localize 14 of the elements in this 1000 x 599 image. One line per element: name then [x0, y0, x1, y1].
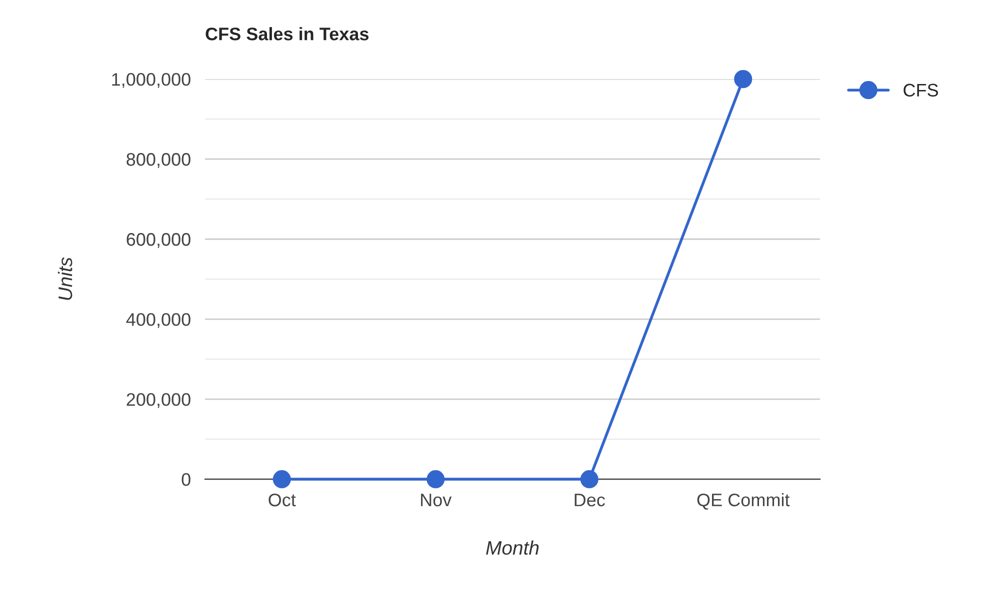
chart-title: CFS Sales in Texas — [206, 27, 369, 40]
x-tick-label: Dec — [574, 494, 605, 506]
y-tick-label: 400,000 — [126, 313, 190, 328]
y-tick-label: 800,000 — [126, 153, 190, 168]
y-tick-label: 200,000 — [126, 393, 190, 408]
x-tick-label: Oct — [268, 494, 296, 506]
x-tick-label: Nov — [421, 494, 452, 506]
y-tick-label: 0 — [182, 473, 190, 486]
y-tick-label: 600,000 — [126, 233, 190, 248]
x-axis-title: Month — [486, 540, 539, 555]
legend-label: CFS — [904, 84, 938, 97]
x-tick-label: QE Commit — [697, 493, 790, 510]
y-tick-label: 1,000,000 — [112, 73, 190, 88]
y-axis-title: Units — [58, 257, 72, 300]
